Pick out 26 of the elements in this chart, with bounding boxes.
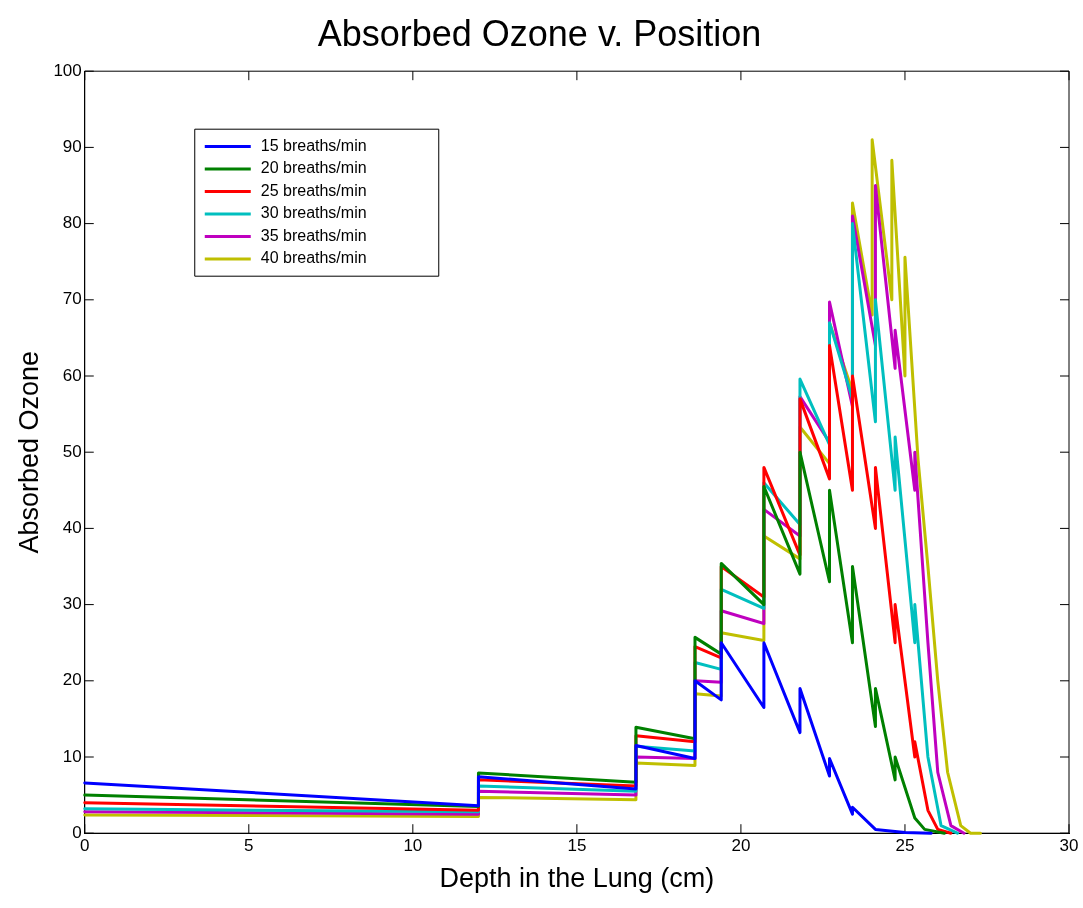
y-tick-label: 10 xyxy=(62,746,82,766)
x-tick-label: 25 xyxy=(895,836,915,856)
legend-label: 35 breaths/min xyxy=(260,226,367,244)
legend-label: 40 breaths/min xyxy=(260,249,367,267)
y-tick-label: 30 xyxy=(62,594,82,614)
y-axis-title: Absorbed Ozone xyxy=(13,350,44,554)
x-tick-label: 15 xyxy=(567,836,587,856)
x-axis-title: Depth in the Lung (cm) xyxy=(439,863,715,894)
y-tick-label: 50 xyxy=(62,441,82,461)
y-tick-label: 20 xyxy=(62,670,82,690)
y-tick-label: 0 xyxy=(72,822,82,842)
y-tick-label: 80 xyxy=(62,213,82,233)
legend-label: 30 breaths/min xyxy=(260,204,367,222)
x-tick-label: 5 xyxy=(244,836,254,856)
x-tick-label: 30 xyxy=(1059,836,1079,856)
x-tick-label: 10 xyxy=(403,836,423,856)
y-tick-label: 100 xyxy=(53,60,82,80)
legend-label: 15 breaths/min xyxy=(260,136,367,154)
chart-title: Absorbed Ozone v. Position xyxy=(317,12,762,54)
y-tick-label: 70 xyxy=(62,289,82,309)
legend-label: 25 breaths/min xyxy=(260,181,367,199)
y-tick-label: 90 xyxy=(62,137,82,157)
y-tick-label: 40 xyxy=(62,518,82,538)
x-tick-label: 20 xyxy=(731,836,751,856)
y-tick-label: 60 xyxy=(62,365,82,385)
legend-label: 20 breaths/min xyxy=(260,159,367,177)
